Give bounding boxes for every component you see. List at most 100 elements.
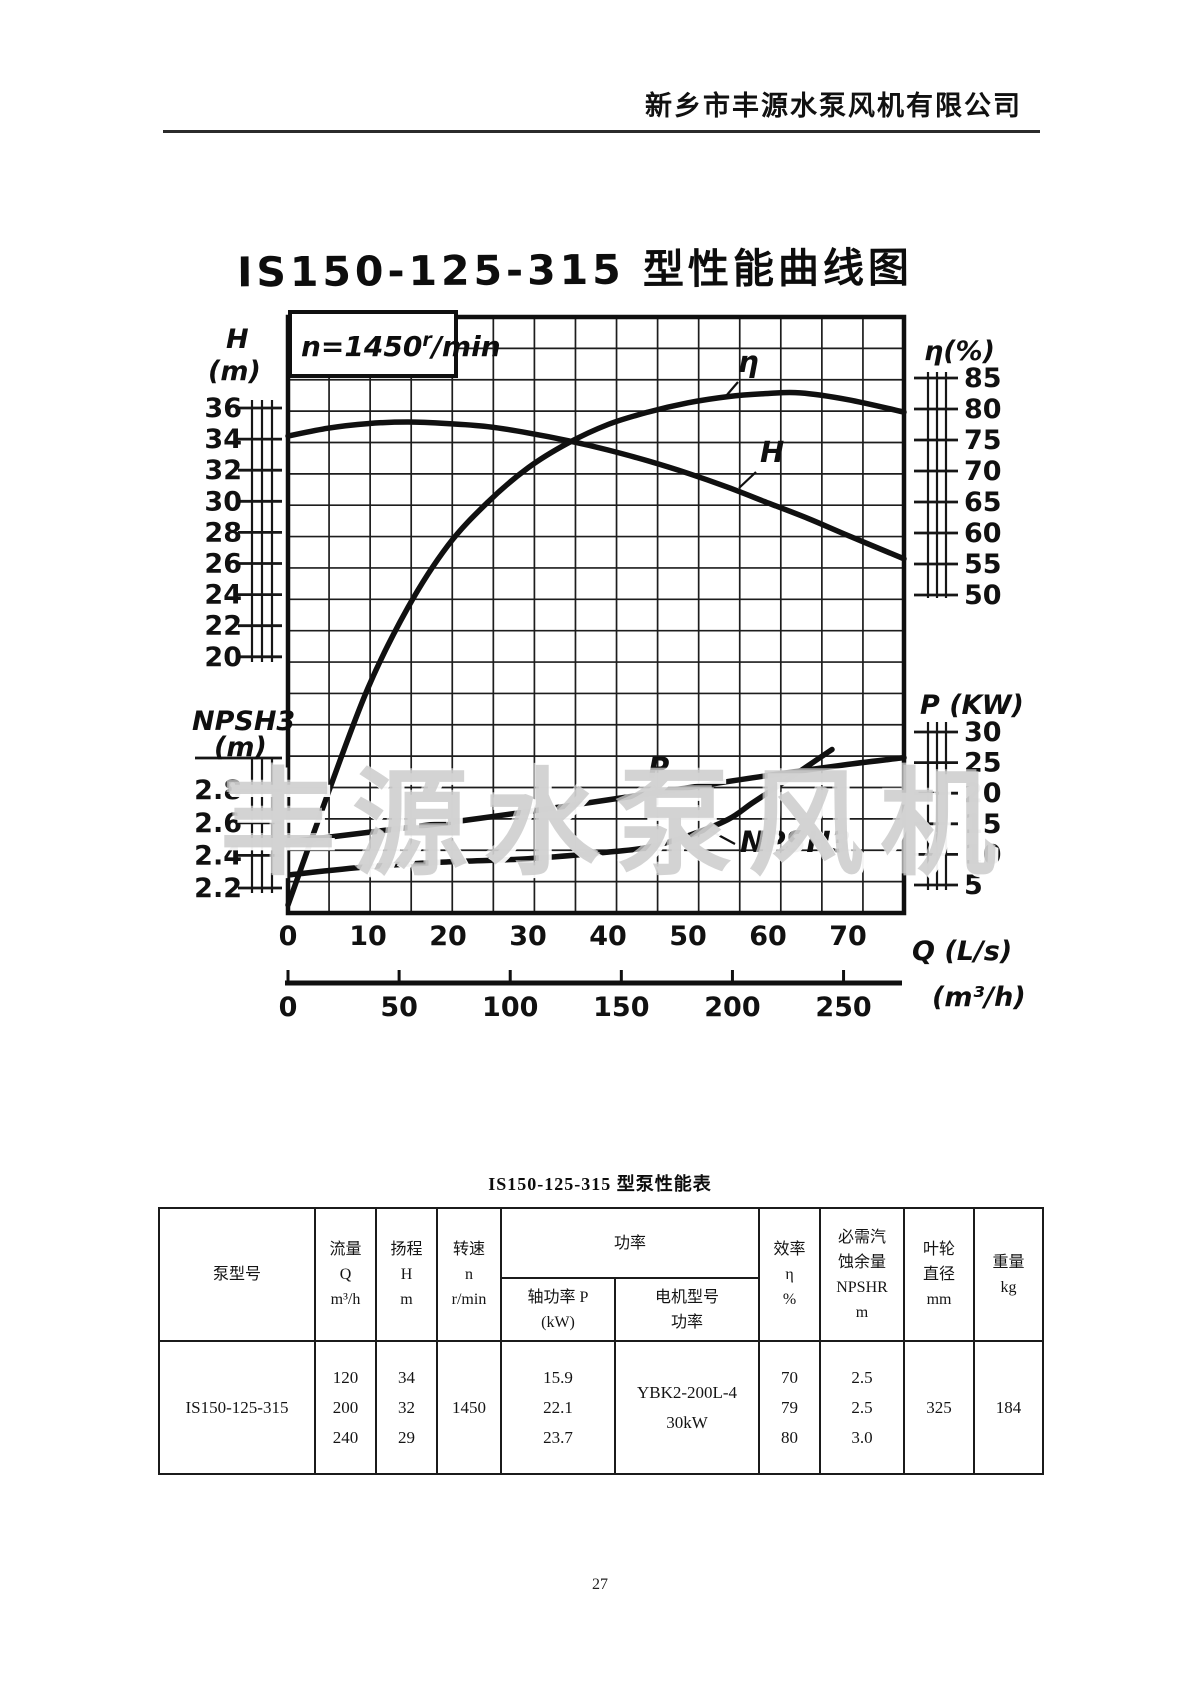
curve-label-npsh: NPSH3 (740, 825, 851, 859)
axis-ladders (195, 372, 958, 893)
performance-chart: 3634323028262422202.82.62.42.28580757065… (192, 310, 1026, 1023)
h-axis-title: H (226, 324, 249, 355)
col-header-impeller: 叶轮 直径 mm (903, 1207, 976, 1342)
curve-label-h-leader (738, 471, 757, 489)
h-axis-unit: (m) (208, 356, 261, 387)
p-axis-tick-label: 15 (964, 809, 1002, 840)
h-axis-tick-label: 28 (204, 517, 242, 548)
secondary-x-axis (285, 970, 902, 986)
eta-axis-tick-label: 50 (964, 580, 1002, 611)
q-m3h-tick-label: 0 (279, 992, 298, 1023)
h-axis-tick-label: 30 (204, 486, 242, 517)
q-m3h-axis-title: (m³/h) (932, 982, 1026, 1013)
q-m3h-tick-label: 100 (482, 992, 538, 1023)
col-header-weight: 重量 kg (973, 1207, 1045, 1342)
curve-annotations: η H P NPSH3 (648, 345, 851, 859)
curve-label-h: H (760, 435, 784, 469)
npsh-axis-tick-label: 2.8 (194, 775, 242, 806)
curve-NPSH3 (285, 746, 835, 878)
header-rule (163, 130, 1040, 133)
q-m3h-tick-label: 200 (704, 992, 760, 1023)
eta-axis-tick-label: 55 (964, 549, 1002, 580)
q-m3h-tick-label: 150 (593, 992, 649, 1023)
curve-label-eta-leader (725, 381, 739, 397)
q-ls-tick-label: 40 (589, 921, 627, 952)
col-header-model: 泵型号 (158, 1207, 316, 1342)
q-m3h-tick-label: 50 (380, 992, 418, 1023)
h-axis-tick-label: 26 (204, 549, 242, 580)
curves (285, 389, 907, 908)
q-ls-tick-label: 0 (279, 921, 298, 952)
q-m3h-tick-label: 250 (815, 992, 871, 1023)
speed-note: n=1450r/min (301, 329, 501, 363)
col-header-npshr: 必需汽 蚀余量 NPSHR m (819, 1207, 906, 1342)
p-axis-tick-label: 20 (964, 778, 1002, 809)
speed-note-box (288, 310, 458, 378)
eta-axis-tick-label: 75 (964, 425, 1002, 456)
eta-axis-title: η(%) (924, 336, 995, 367)
axis-tick-labels: 3634323028262422202.82.62.42.28580757065… (194, 363, 1001, 1023)
q-ls-tick-label: 70 (829, 921, 867, 952)
p-axis-title: P (KW) (920, 690, 1024, 721)
chart-grid (288, 317, 904, 913)
npsh-axis-tick-label: 2.6 (194, 808, 242, 839)
p-axis-tick-label: 5 (964, 870, 983, 901)
cell-model: IS150-125-315 (158, 1340, 316, 1475)
col-header-shaft-power: 轴功率 P (kW) (500, 1277, 616, 1342)
curve-label-npsh-leader (708, 829, 736, 845)
p-axis-tick-label: 10 (964, 839, 1002, 870)
h-axis-tick-label: 36 (204, 393, 242, 424)
npsh-axis-title: NPSH3 (192, 706, 295, 737)
q-ls-tick-label: 20 (429, 921, 467, 952)
q-ls-tick-label: 10 (349, 921, 387, 952)
curve-label-eta: η (738, 345, 759, 379)
q-ls-tick-label: 50 (669, 921, 707, 952)
p-axis-tick-label: 30 (964, 717, 1002, 748)
eta-axis-tick-label: 70 (964, 456, 1002, 487)
h-axis-tick-label: 24 (204, 580, 242, 611)
cell-flow: 120 200 240 (314, 1340, 377, 1475)
cell-head: 34 32 29 (375, 1340, 438, 1475)
col-header-power-group: 功率 (499, 1207, 761, 1279)
npsh-axis-tick-label: 2.4 (194, 840, 242, 871)
cell-shaft-power: 15.9 22.1 23.7 (500, 1340, 616, 1475)
chart-section: 36 34 32 30 28 26 24 22 20 2.8 2.6 2.4 2.2 85 80 75 70 65… (150, 200, 1100, 1070)
col-header-flow: 流量 Q m³/h (314, 1207, 377, 1342)
col-header-speed: 转速 n r/min (436, 1207, 502, 1342)
table-row: IS150-125-315 120 200 240 34 32 29 1450 … (158, 1340, 1045, 1475)
company-name: 新乡市丰源水泵风机有限公司 (645, 91, 1022, 121)
col-header-head: 扬程 H m (375, 1207, 438, 1342)
cell-weight: 184 (973, 1340, 1045, 1475)
h-axis-tick-label: 32 (204, 455, 242, 486)
table-title: IS150-125-315 型泵性能表 (488, 1174, 712, 1194)
npsh-axis-unit: (m) (214, 732, 267, 763)
eta-axis-tick-label: 85 (964, 363, 1002, 394)
axis-titles: H (m) NPSH3 (m) η(%) P (KW) Q (L/s) (m³/… (192, 324, 1026, 1013)
curve-η (285, 389, 907, 908)
performance-table: 泵型号 流量 Q m³/h 扬程 H m 转速 n r/min 功率 效率 η … (158, 1207, 1045, 1475)
h-axis-tick-label: 22 (204, 611, 242, 642)
npsh-axis-tick-label: 2.2 (194, 873, 242, 904)
eta-axis-tick-label: 65 (964, 487, 1002, 518)
plot-border (285, 314, 907, 916)
chart-title: IS150-125-315 型性能曲线图 (236, 243, 914, 297)
q-ls-tick-label: 60 (749, 921, 787, 952)
cell-speed: 1450 (436, 1340, 502, 1475)
eta-axis-tick-label: 80 (964, 394, 1002, 425)
col-header-efficiency: 效率 η % (758, 1207, 822, 1342)
page-number: 27 (592, 1576, 608, 1593)
h-axis-tick-label: 34 (204, 424, 242, 455)
curve-P (285, 754, 907, 845)
col-header-motor: 电机型号 功率 (613, 1277, 761, 1342)
curve-label-p: P (648, 751, 669, 785)
q-ls-tick-label: 30 (509, 921, 547, 952)
cell-impeller: 325 (903, 1340, 976, 1475)
p-axis-tick-label: 25 (964, 748, 1002, 779)
eta-axis-tick-label: 60 (964, 518, 1002, 549)
cell-motor: YBK2-200L-4 30kW (613, 1340, 761, 1475)
curve-label-p-leader (653, 784, 659, 794)
cell-efficiency: 70 79 80 (758, 1340, 822, 1475)
curve-H (285, 419, 907, 562)
q-ls-axis-title: Q (L/s) (912, 936, 1012, 967)
